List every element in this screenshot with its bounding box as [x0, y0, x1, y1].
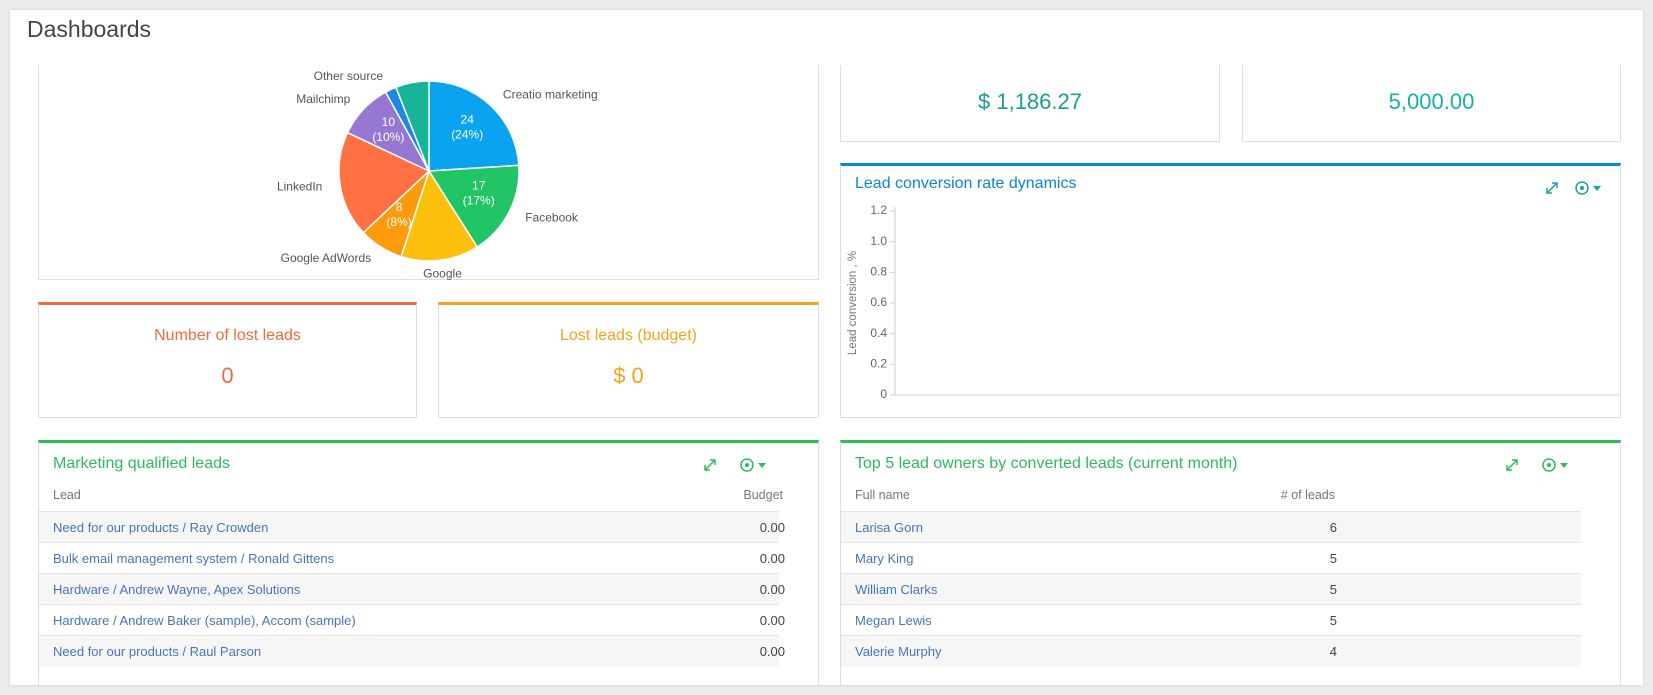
pie-slice	[428, 80, 520, 172]
pie-value-label: 24 (24%)	[451, 112, 483, 141]
row-link[interactable]: Need for our products / Ray Crowden	[53, 520, 269, 535]
metric-value: $ 0	[613, 363, 644, 388]
pie-category-label: Other source	[314, 69, 384, 83]
line-widget: Lead conversion rate dynamics 0 0.2 0.4 0.6…	[840, 163, 1621, 418]
pie-slice	[427, 164, 520, 249]
row-link[interactable]: Valerie Murphy	[855, 644, 942, 659]
table-widget: Top 5 lead owners by converted leads (cu…	[840, 440, 1621, 685]
table-row: Hardware / Andrew Wayne, Apex Solutions 0…	[39, 573, 785, 605]
pie-value-label: 10 (10%)	[372, 115, 404, 144]
column-header: Lead	[53, 488, 81, 502]
row-value: 6	[1329, 520, 1337, 535]
expand-icon[interactable]	[1546, 182, 1558, 194]
row-link[interactable]: Need for our products / Raul Parson	[53, 644, 262, 659]
row-link[interactable]: Hardware / Andrew Wayne, Apex Solutions	[53, 582, 301, 597]
y-axis-label: Lead conversion , %	[847, 251, 859, 355]
y-tick-label: 1.0	[870, 234, 887, 248]
metric-value: 0	[221, 363, 234, 388]
metric-title: Lost leads (budget)	[560, 327, 697, 344]
table-row: Need for our products / Raul Parson 0.00	[39, 635, 785, 667]
y-tick-label: 0.2	[870, 357, 887, 371]
row-link[interactable]: Larisa Gorn	[855, 520, 923, 535]
row-value: 5	[1329, 613, 1337, 628]
widget-title: Top 5 lead owners by converted leads (cu…	[855, 455, 1238, 472]
pie-slice	[338, 131, 431, 234]
pie-chart: Creatio marketing 24 (24%) Facebook 17 (17%) G…	[277, 69, 598, 280]
y-tick-label: 0.4	[870, 326, 887, 340]
pie-value-label: 17 (17%)	[463, 178, 495, 207]
row-value: 4	[1329, 644, 1337, 659]
settings-menu[interactable]	[1575, 181, 1601, 195]
y-tick-label: 0.8	[870, 265, 887, 279]
tool-icons[interactable]	[1501, 451, 1611, 475]
y-tick-label: 1.2	[870, 203, 887, 217]
pie-category-label: Facebook	[525, 210, 579, 224]
pie-slice	[394, 80, 430, 172]
row-value: 0.00	[759, 551, 785, 566]
row-link[interactable]: Hardware / Andrew Baker (sample), Accom …	[53, 613, 356, 628]
y-tick-label: 0	[880, 387, 887, 401]
column-header: # of leads	[1280, 488, 1335, 502]
table-row: Need for our products / Ray Crowden 0.00	[39, 511, 785, 543]
pie-category-label: Mailchimp	[296, 92, 350, 106]
pie-widget: Creatio marketing 24 (24%) Facebook 17 (17%) G…	[38, 40, 819, 280]
pie-value-label: 8 (8%)	[386, 200, 411, 229]
row-value: 0.00	[759, 644, 785, 659]
metric-card: Lost leads (budget) $ 0	[438, 302, 819, 418]
table-row: Valerie Murphy 4	[841, 635, 1581, 667]
row-link[interactable]: Megan Lewis	[855, 613, 932, 628]
chart-title: Lead conversion rate dynamics	[855, 175, 1076, 192]
row-value: 0.00	[759, 613, 785, 628]
table-widget: Marketing qualified leads Lead Budget Need …	[38, 440, 819, 685]
dashboard-panel: Dashboards Creatio marketing 24 (24%) Faceb…	[10, 10, 1643, 685]
page-title: Dashboards	[27, 16, 152, 42]
pie-category-label: Google	[423, 266, 462, 280]
header: Dashboards	[10, 10, 1643, 65]
column-header: Budget	[743, 488, 783, 502]
table-row: Hardware / Andrew Baker (sample), Accom …	[39, 604, 785, 636]
line-chart: Lead conversion rate dynamics 0 0.2 0.4 0.6…	[847, 175, 1619, 401]
pie-category-label: Google AdWords	[281, 251, 372, 265]
pie-category-label: Creatio marketing	[503, 87, 598, 101]
row-link[interactable]: William Clarks	[855, 582, 938, 597]
widget-title: Marketing qualified leads	[53, 455, 230, 472]
table-row: William Clarks 5	[841, 573, 1581, 605]
y-tick-label: 0.6	[870, 295, 887, 309]
column-header: Full name	[855, 488, 910, 502]
table-row: Mary King 5	[841, 542, 1581, 574]
metric-value: 5,000.00	[1388, 89, 1475, 114]
pie-category-label: LinkedIn	[277, 179, 322, 193]
table-row: Bulk email management system / Ronald Gi…	[39, 542, 785, 574]
row-value: 0.00	[759, 582, 785, 597]
row-link[interactable]: Mary King	[855, 551, 914, 566]
pie-slice	[400, 169, 479, 262]
table-row: Megan Lewis 5	[841, 604, 1581, 636]
row-value: 5	[1329, 551, 1337, 566]
metric-value: $ 1,186.27	[978, 89, 1082, 114]
row-value: 0.00	[759, 520, 785, 535]
metric-card: Number of lost leads 0	[38, 302, 417, 418]
table-row: Larisa Gorn 6	[841, 511, 1581, 543]
tool-icons[interactable]	[699, 451, 809, 475]
row-link[interactable]: Bulk email management system / Ronald Gi…	[53, 551, 335, 566]
metric-title: Number of lost leads	[154, 327, 301, 344]
row-value: 5	[1329, 582, 1337, 597]
